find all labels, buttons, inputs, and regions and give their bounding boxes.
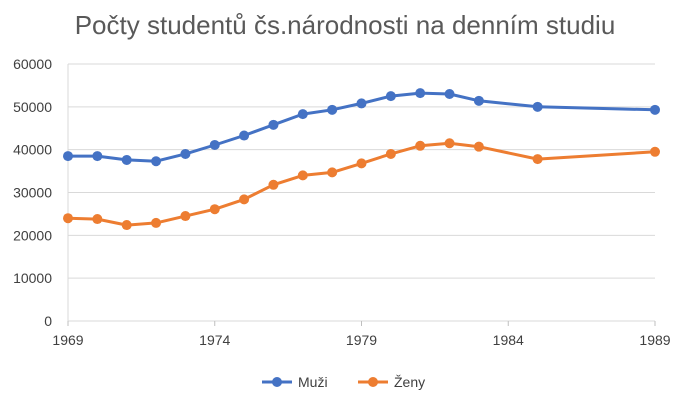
data-point-series-1 <box>385 91 396 102</box>
x-tick-label: 1989 <box>639 332 670 348</box>
data-point-series-1 <box>532 101 543 112</box>
gridlines <box>68 63 655 279</box>
x-tick-label: 1974 <box>199 332 230 348</box>
data-point-series-2 <box>650 146 660 157</box>
data-point-series-1 <box>444 88 455 99</box>
y-tick-label: 50000 <box>13 99 52 115</box>
data-point-series-1 <box>209 139 220 150</box>
data-point-series-2 <box>327 167 338 178</box>
data-point-series-1 <box>151 156 162 167</box>
data-point-series-1 <box>239 130 250 141</box>
data-point-series-2 <box>151 217 162 228</box>
data-point-series-1 <box>268 119 279 130</box>
data-point-series-1 <box>63 151 73 162</box>
axes: 0 10000 20000 30000 40000 50000 60000 1969 1974 1… <box>13 56 671 348</box>
legend-label-2: Ženy <box>394 374 425 390</box>
y-tick-label: 10000 <box>13 270 52 286</box>
y-tick-label: 30000 <box>13 185 52 201</box>
data-point-series-1 <box>180 148 191 159</box>
x-tick-label: 1969 <box>52 332 83 348</box>
x-tick-label: 1979 <box>346 332 377 348</box>
chart-title: Počty studentů čs.národnosti na denním s… <box>75 10 616 40</box>
data-point-series-1 <box>415 88 426 99</box>
data-point-series-2 <box>532 154 543 165</box>
data-point-series-2 <box>180 211 191 222</box>
data-point-series-2 <box>92 214 103 225</box>
data-point-series-2 <box>356 158 367 169</box>
y-tick-label: 0 <box>44 313 52 329</box>
data-point-series-2 <box>239 194 250 205</box>
legend: Muži Ženy <box>262 374 425 390</box>
data-point-series-2 <box>209 204 220 215</box>
data-point-series-1 <box>473 95 484 106</box>
data-point-series-1 <box>327 104 338 115</box>
data-point-series-2 <box>63 213 73 224</box>
series-lines <box>63 88 660 231</box>
data-point-series-2 <box>385 148 396 159</box>
data-point-series-2 <box>415 140 426 151</box>
y-tick-label: 60000 <box>13 56 52 72</box>
data-point-series-1 <box>356 98 367 109</box>
data-point-series-1 <box>650 104 660 115</box>
legend-label-1: Muži <box>298 374 328 390</box>
data-point-series-1 <box>121 154 132 165</box>
series-line-2 <box>66 141 657 227</box>
legend-marker-2 <box>368 377 378 387</box>
legend-marker-1 <box>272 377 282 387</box>
y-tick-label: 40000 <box>13 142 52 158</box>
data-point-series-2 <box>268 179 279 190</box>
data-point-series-1 <box>297 109 308 120</box>
data-point-series-2 <box>473 141 484 152</box>
data-point-series-2 <box>444 138 455 149</box>
data-point-series-2 <box>121 220 132 231</box>
x-tick-label: 1984 <box>493 332 524 348</box>
data-point-series-2 <box>297 170 308 181</box>
data-point-series-1 <box>92 151 103 162</box>
y-tick-label: 20000 <box>13 227 52 243</box>
